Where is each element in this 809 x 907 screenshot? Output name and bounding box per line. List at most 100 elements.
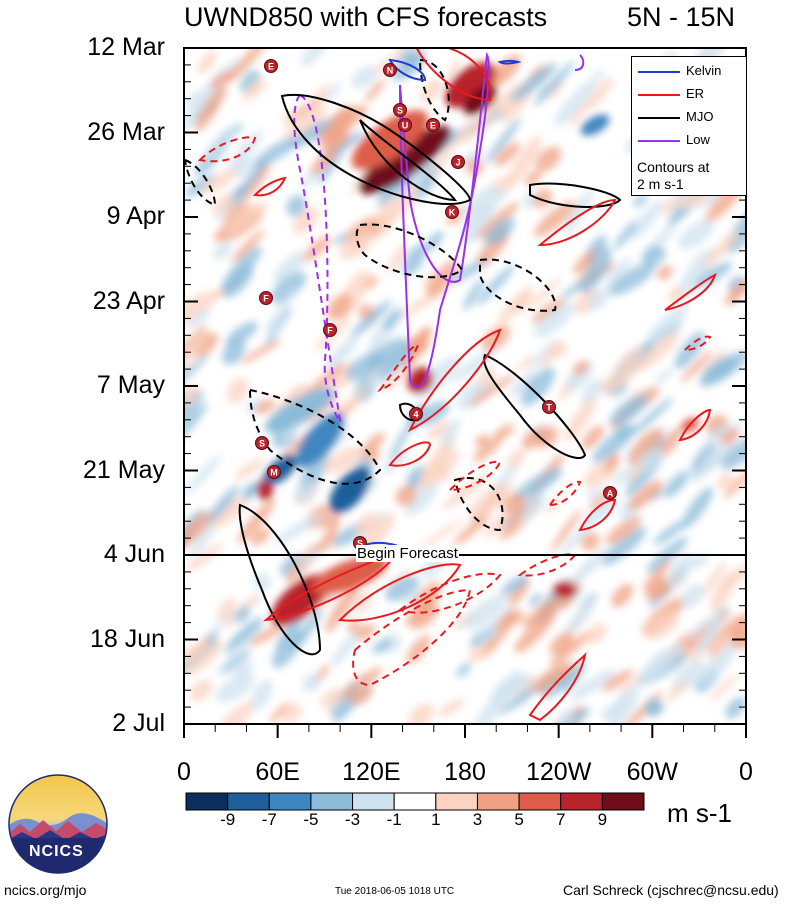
field-patch [452, 515, 490, 546]
field-patch [215, 674, 255, 702]
field-patch [630, 199, 663, 240]
field-patch [609, 394, 649, 426]
field-patch [721, 433, 746, 470]
colorbar-tick-label: 5 [514, 810, 524, 829]
field-patch [476, 264, 515, 306]
legend-note: Contours at 2 m s-1 [637, 159, 709, 193]
field-patch [645, 576, 666, 601]
field-patch [241, 161, 271, 201]
field-patch [406, 635, 431, 664]
legend-label: Low [686, 132, 710, 147]
svg-text:S: S [397, 106, 403, 116]
field-patch [402, 243, 427, 276]
kelvin-contour [497, 59, 522, 65]
field-patch [703, 561, 727, 595]
field-patch [492, 424, 515, 441]
field-patch [184, 290, 219, 326]
field-patch [507, 135, 542, 187]
field-patch [350, 300, 392, 338]
storm-marker: E [426, 118, 440, 132]
field-patch [511, 467, 563, 503]
storm-marker: F [323, 323, 337, 337]
field-patch [495, 609, 516, 632]
x-tick-label: 0 [177, 758, 191, 786]
mjo-contour [248, 388, 382, 485]
colorbar-tick-label: 3 [472, 810, 483, 829]
field-patch [647, 702, 665, 718]
field-patch [626, 464, 645, 483]
field-patch [197, 50, 217, 74]
colorbar-swatch [310, 792, 354, 811]
storm-marker: T [542, 400, 556, 414]
colorbar-swatch [518, 792, 562, 811]
field-patch [295, 546, 326, 569]
field-patch [185, 543, 224, 572]
field-patch [232, 159, 268, 203]
field-patch [383, 310, 401, 331]
er-contour [197, 136, 257, 163]
field-patch [272, 628, 303, 669]
field-patch [510, 373, 538, 398]
field-patch [189, 679, 213, 702]
field-patch [446, 58, 461, 82]
field-patch [563, 596, 598, 638]
footer-url[interactable]: ncics.org/mjo [4, 882, 87, 898]
field-patch [324, 336, 358, 371]
field-patch [249, 679, 273, 712]
field-patch [587, 288, 610, 311]
storm-marker: S [393, 103, 407, 117]
mjo-contour [483, 353, 587, 460]
field-patch [550, 509, 582, 552]
field-patch [716, 473, 735, 489]
field-patch [605, 516, 642, 545]
field-patch [600, 360, 640, 395]
begin-forecast-label: Begin Forecast [356, 545, 459, 562]
field-patch [298, 448, 330, 494]
colorbar-tick-label: -7 [261, 810, 277, 829]
field-patch [438, 698, 465, 717]
field-patch [249, 621, 288, 646]
field-patch [601, 669, 634, 692]
field-patch [532, 298, 566, 324]
field-patch [382, 450, 408, 474]
field-patch [451, 113, 493, 147]
field-patch [184, 324, 208, 368]
legend-label: MJO [686, 109, 714, 124]
field-patch [720, 565, 746, 589]
field-patch [569, 101, 588, 128]
field-patch [564, 398, 597, 441]
field-patch [250, 527, 271, 546]
field-patch [477, 617, 500, 644]
field-patch [375, 59, 390, 76]
field-patch [628, 428, 663, 466]
low-contour [399, 51, 490, 389]
field-patch [485, 117, 522, 165]
field-patch [560, 661, 586, 693]
field-patch [292, 206, 320, 234]
field-patch [582, 497, 619, 528]
field-patch [233, 159, 253, 178]
colorbar-swatch [601, 792, 645, 811]
field-patch [334, 233, 348, 245]
field-patch [282, 98, 320, 124]
field-patch [242, 78, 267, 101]
field-patch [456, 662, 471, 678]
field-patch [206, 485, 240, 524]
colorbar-swatch [393, 792, 437, 811]
mjo-contour [418, 58, 450, 122]
field-patch [657, 427, 683, 459]
colorbar-tick-label: -5 [303, 810, 319, 829]
field-patch [346, 352, 384, 381]
field-patch [554, 80, 596, 127]
field-patch [573, 360, 590, 375]
field-patch [587, 486, 601, 501]
field-patch [634, 332, 681, 372]
field-patch [328, 696, 345, 712]
mjo-contour [280, 93, 472, 205]
legend-label: Kelvin [686, 63, 722, 78]
field-patch [534, 426, 559, 448]
er-contour [528, 651, 587, 722]
footer-author: Carl Schreck (cjschrec@ncsu.edu) [563, 882, 779, 898]
er-contour [447, 460, 502, 492]
svg-text:F: F [327, 326, 333, 336]
